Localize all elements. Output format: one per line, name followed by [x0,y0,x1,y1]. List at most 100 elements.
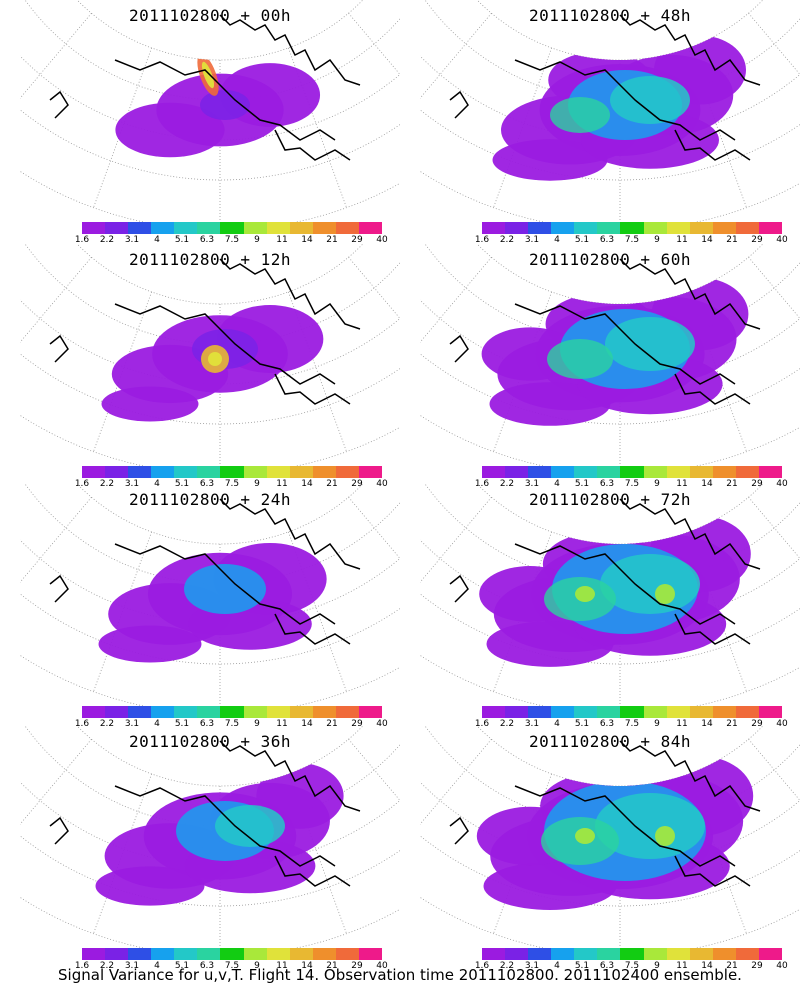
colorbar-swatch [266,222,290,234]
colorbar-tick-label: 7.5 [224,719,240,729]
colorbar-tick-label: 1.6 [74,235,90,245]
colorbar-swatch [105,466,129,478]
colorbar-swatch [220,222,244,234]
colorbar-swatch [312,466,336,478]
colorbar [82,466,383,478]
colorbar-swatch [82,948,106,960]
colorbar-tick-label: 29 [351,479,363,489]
colorbar-tick-label: 21 [326,479,338,489]
colorbar-swatch [597,222,621,234]
colorbar-tick-label: 5.1 [574,479,590,489]
colorbar-tick-label: 5.1 [574,961,590,971]
panel-title: 2011102800 + 36h [128,732,292,751]
colorbar-swatch [482,222,506,234]
colorbar-tick-label: 5.1 [174,235,190,245]
colorbar-tick-label: 4 [554,719,560,729]
colorbar-tick-label: 6.3 [599,719,615,729]
coastline [49,740,361,887]
colorbar-tick-label: 6.3 [199,719,215,729]
colorbar-tick-label: 1.6 [74,719,90,729]
colorbar [482,466,783,478]
colorbar-swatch [643,706,667,718]
colorbar-labels: 1.6 2.2 3.1 4 5.1 6.3 7.5 9 11 14 21 29 40 [472,719,792,731]
colorbar-tick-label: 6.3 [599,961,615,971]
coastline [449,740,761,887]
colorbar-tick-label: 4 [554,961,560,971]
colorbar-tick-label: 7.5 [624,961,640,971]
colorbar-tick-label: 14 [701,961,713,971]
colorbar-swatch [289,706,313,718]
colorbar-swatch [758,706,783,718]
colorbar-swatch [289,222,313,234]
colorbar [482,222,783,234]
colorbar-swatch [82,466,106,478]
colorbar-tick-label: 2.2 [499,479,515,489]
colorbar-swatch [151,948,175,960]
colorbar-tick-label: 5.1 [174,961,190,971]
colorbar-tick-label: 9 [254,719,260,729]
colorbar-tick-label: 11 [276,235,288,245]
colorbar-tick-label: 21 [726,961,738,971]
colorbar-swatch [105,948,129,960]
colorbar-tick-label: 2.2 [99,961,115,971]
colorbar-swatch [643,466,667,478]
colorbar-swatch [574,466,598,478]
colorbar-tick-label: 40 [376,479,388,489]
forecast-panel: 2011102800 + 36h 1.6 2.2 3.1 4 5.1 6.3 7.5 9 11 14… [20,726,400,971]
colorbar-swatch [335,222,359,234]
forecast-panel: 2011102800 + 24h 1.6 2.2 3.1 4 5.1 6.3 7.5 9 11 14… [20,484,400,729]
colorbar-swatch [505,222,529,234]
colorbar-swatch [551,948,575,960]
colorbar-tick-label: 21 [326,235,338,245]
map-plot [20,726,400,948]
colorbar-swatch [689,466,713,478]
colorbar-tick-label: 40 [376,961,388,971]
colorbar-tick-label: 7.5 [224,961,240,971]
panel-title: 2011102800 + 24h [128,490,292,509]
colorbar-swatch [128,706,152,718]
colorbar-tick-label: 29 [751,479,763,489]
colorbar-tick-label: 3.1 [524,719,540,729]
colorbar [82,706,383,718]
colorbar-tick-label: 11 [676,479,688,489]
colorbar-swatch [505,706,529,718]
colorbar-swatch [197,466,221,478]
colorbar-tick-label: 21 [326,719,338,729]
colorbar-tick-label: 7.5 [624,235,640,245]
colorbar-swatch [174,706,198,718]
colorbar-tick-label: 5.1 [574,719,590,729]
colorbar-labels: 1.6 2.2 3.1 4 5.1 6.3 7.5 9 11 14 21 29 40 [472,479,792,491]
variance-field [101,305,324,422]
colorbar-swatch [174,222,198,234]
panel-title: 2011102800 + 60h [528,250,692,269]
colorbar-tick-label: 3.1 [524,479,540,489]
variance-field [95,763,344,906]
colorbar-swatch [712,466,736,478]
colorbar-swatch [266,948,290,960]
map-plot [420,484,800,706]
colorbar-tick-label: 3.1 [524,961,540,971]
colorbar-tick-label: 2.2 [99,719,115,729]
colorbar-swatch [243,706,267,718]
coastline [449,258,761,405]
colorbar-labels: 1.6 2.2 3.1 4 5.1 6.3 7.5 9 11 14 21 29 40 [472,235,792,247]
colorbar-swatch [689,948,713,960]
colorbar-swatch [82,706,106,718]
colorbar-swatch [220,706,244,718]
forecast-panel: 2011102800 + 48h 1.6 2.2 3.1 4 5.1 6.3 7.5 9 11 14… [420,0,800,245]
map-plot [20,484,400,706]
coastline [449,14,761,161]
colorbar-swatch [289,466,313,478]
colorbar-swatch [551,466,575,478]
colorbar-tick-label: 11 [676,235,688,245]
colorbar-tick-label: 11 [276,479,288,489]
colorbar [82,222,383,234]
colorbar [82,948,383,960]
colorbar-tick-label: 11 [676,961,688,971]
colorbar-tick-label: 4 [154,479,160,489]
colorbar-tick-label: 40 [776,719,788,729]
variance-field [481,277,749,426]
colorbar-swatch [174,948,198,960]
colorbar-tick-label: 6.3 [199,961,215,971]
colorbar-swatch [551,706,575,718]
